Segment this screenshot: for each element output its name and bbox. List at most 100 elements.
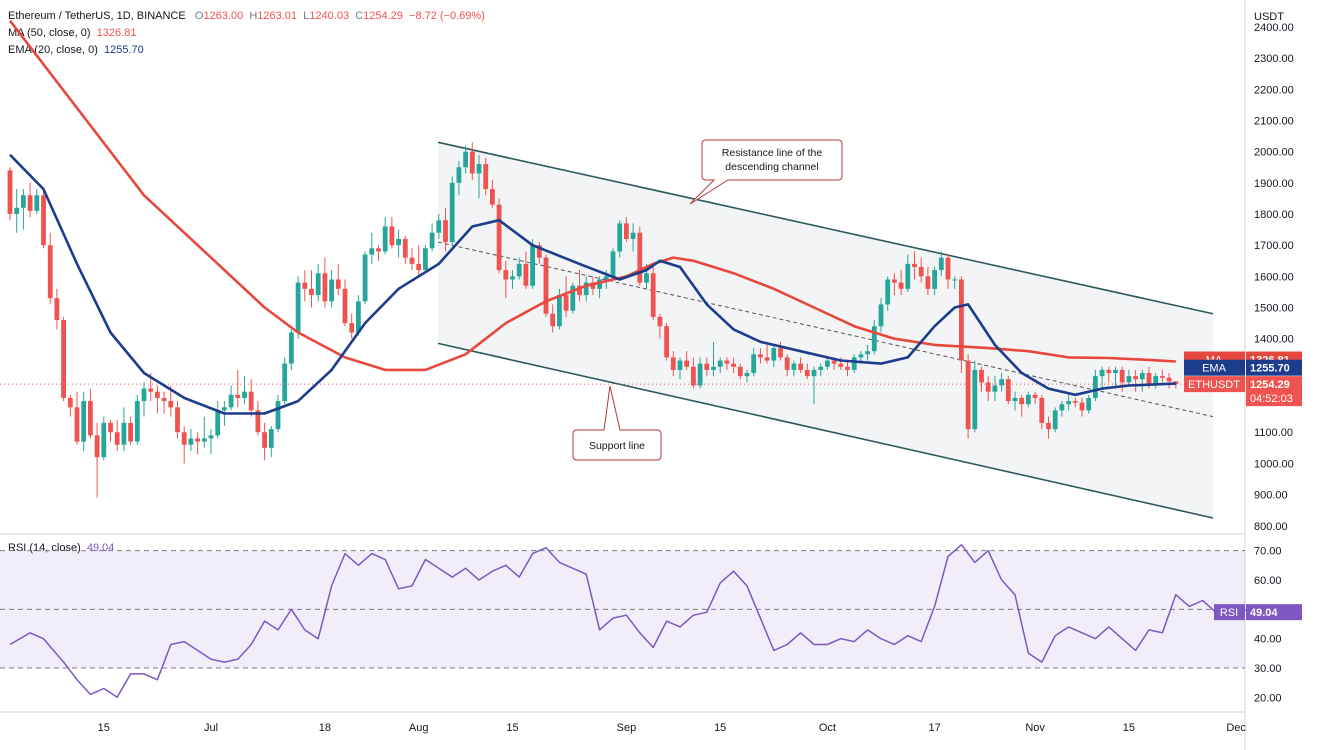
candle-body [402,238,408,258]
candle-body [697,363,703,386]
rsi-tick-label: 40.00 [1254,634,1282,646]
candle-body [369,248,375,255]
candle-body [992,385,998,392]
candle-body [27,195,33,211]
candle-body [570,285,576,311]
candle-body [14,207,20,214]
candle-body [268,429,274,448]
candle-body [644,273,649,283]
candle-body [1126,376,1132,383]
candle-body [376,248,381,252]
candle-body [764,357,770,361]
resistance-callout-line1: Resistance line of the [722,147,823,159]
candle-body [409,257,415,264]
candle-body [34,195,40,211]
rsi-tick-label: 70.00 [1254,546,1282,558]
candle-body [1106,369,1112,373]
candle-body [1160,376,1165,378]
price-tick-label: 1600.00 [1254,271,1294,283]
candle-body [1052,410,1058,430]
candle-body [831,360,837,364]
candle-body [356,301,361,333]
price-tick-label: 900.00 [1254,490,1288,502]
rsi-tick-label: 60.00 [1254,575,1282,587]
candle-body [744,373,750,377]
candle-body [610,251,616,277]
rsi-legend-label: RSI (14, close) [8,542,81,554]
candle-body [1046,422,1051,430]
candle-body [543,257,549,314]
resistance-line [437,141,1214,315]
candle-body [798,363,803,370]
candle-body [536,245,542,258]
candle-body [476,164,482,174]
candle-body [838,363,844,367]
candle-body [952,279,958,281]
candle-body [242,391,247,398]
price-tick-label: 2300.00 [1254,53,1294,65]
candle-body [81,401,87,442]
candle-body [892,279,897,283]
price-tick-label: 1100.00 [1254,427,1293,439]
candle-body [208,435,214,439]
candle-body [583,282,589,296]
ema-tag-value-bg [1246,359,1302,376]
support-callout-box [572,385,662,461]
candle-body [201,438,207,442]
close-value: 1254.29 [363,10,403,22]
price-tick-label: 2200.00 [1254,84,1294,96]
candle-body [845,366,850,370]
candle-body [302,282,308,289]
candle-body [456,167,462,183]
candle-body [342,288,348,324]
time-tick-label: 17 [928,722,940,734]
resistance-callout-box [689,139,843,205]
candle-body [463,151,468,168]
candle-body [181,432,187,445]
candle-body [516,263,522,277]
candle-body [1139,373,1145,380]
candle-body [114,432,120,445]
candle-body [1173,381,1179,385]
ema-tag-value: 1255.70 [1250,363,1290,375]
candle-body [175,407,180,433]
candle-body [885,279,891,305]
candle-body [664,326,669,358]
candle-body [677,360,683,370]
open-value: 1263.00 [203,10,244,22]
candle-body [905,263,911,289]
candle-body [771,348,777,361]
candle-body [670,357,676,370]
candle-body [88,401,93,436]
resistance-callout-line2: descending channel [725,161,818,173]
candle-body [1166,377,1172,382]
candle-body [322,273,328,302]
candle-body [74,407,80,442]
ema20-line [9,153,1176,415]
candle-body [650,273,656,317]
candle-body [1066,401,1071,405]
rsi-tag: RSI [1220,607,1238,619]
candle-body [590,282,596,289]
candle-body [557,295,562,327]
rsi-tick-label: 30.00 [1254,663,1282,675]
ohlc-legend: Ethereum / TetherUS, 1D, BINANCE O1263.0… [8,10,485,22]
candle-body [108,422,113,433]
candle-body [1133,376,1138,380]
time-tick-label: Nov [1025,722,1045,734]
candle-body [1026,394,1031,405]
support-line [437,342,1214,519]
ma-legend[interactable]: MA (50, close, 0) 1326.81 [8,27,136,39]
candle-body [1019,397,1025,405]
ema-tag-bg [1184,359,1245,376]
candle-body [630,232,636,239]
candle-body [1079,402,1085,411]
candle-body [1086,397,1092,411]
candle-body [1113,369,1118,373]
candle-body [67,397,73,408]
candle-body [985,382,991,392]
candle-body [168,401,174,408]
candle-body [704,363,710,370]
candle-body [449,182,455,243]
